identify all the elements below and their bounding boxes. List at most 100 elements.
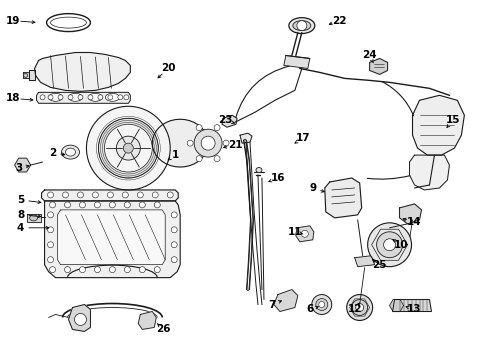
Ellipse shape [65,148,75,156]
Text: 9: 9 [308,183,316,193]
Circle shape [376,232,402,258]
Circle shape [139,267,145,273]
Polygon shape [26,214,41,222]
Ellipse shape [292,21,310,31]
Ellipse shape [105,93,119,101]
Circle shape [64,202,70,208]
Polygon shape [58,210,165,265]
Text: 20: 20 [161,63,175,73]
Circle shape [301,230,308,237]
Ellipse shape [88,93,102,101]
Polygon shape [369,58,387,75]
Text: 4: 4 [17,223,24,233]
Polygon shape [412,95,464,155]
Circle shape [137,192,143,198]
Polygon shape [152,119,208,167]
Circle shape [139,202,145,208]
Polygon shape [408,155,448,190]
Circle shape [124,267,130,273]
Polygon shape [68,305,90,332]
Ellipse shape [48,93,62,101]
Circle shape [214,156,220,162]
Circle shape [109,202,115,208]
Circle shape [98,95,102,100]
Circle shape [48,95,53,100]
Ellipse shape [30,215,38,221]
Circle shape [123,143,133,153]
Circle shape [118,95,122,100]
Text: 2: 2 [49,148,56,158]
Text: 25: 25 [371,260,386,270]
Circle shape [223,140,228,146]
Text: 8: 8 [17,210,24,220]
Circle shape [167,192,173,198]
Polygon shape [41,190,178,201]
Polygon shape [389,300,403,311]
Text: 23: 23 [217,115,232,125]
Circle shape [94,202,100,208]
Circle shape [318,302,324,307]
Polygon shape [22,72,29,78]
Polygon shape [138,311,156,329]
Polygon shape [392,300,430,311]
Polygon shape [35,53,130,91]
Circle shape [171,227,177,233]
Ellipse shape [68,93,82,101]
Text: 14: 14 [407,217,421,227]
Text: 5: 5 [17,195,24,205]
Circle shape [64,267,70,273]
Circle shape [108,95,113,100]
Text: 11: 11 [287,227,302,237]
Polygon shape [284,55,309,68]
Ellipse shape [61,145,80,159]
Circle shape [187,140,193,146]
Circle shape [62,192,68,198]
Circle shape [94,267,100,273]
Circle shape [47,192,53,198]
Circle shape [40,95,45,100]
Circle shape [92,192,98,198]
Ellipse shape [255,167,262,172]
Circle shape [109,267,115,273]
Ellipse shape [288,18,314,33]
Circle shape [68,95,73,100]
Circle shape [214,125,220,131]
Polygon shape [399,204,421,224]
Polygon shape [29,71,35,80]
Circle shape [47,227,53,233]
Text: 12: 12 [347,305,361,315]
Circle shape [49,267,56,273]
Circle shape [383,239,395,251]
Polygon shape [324,178,361,218]
Text: 16: 16 [270,173,285,183]
Polygon shape [354,256,374,267]
Circle shape [296,21,306,31]
Circle shape [104,124,152,172]
Text: 7: 7 [268,300,275,310]
Circle shape [367,223,411,267]
Circle shape [116,136,140,160]
Circle shape [152,192,158,198]
Polygon shape [295,226,313,242]
Polygon shape [15,158,31,172]
Polygon shape [44,201,180,278]
Circle shape [49,202,56,208]
Circle shape [196,125,202,131]
Text: 26: 26 [156,324,170,334]
Circle shape [47,242,53,248]
Circle shape [47,212,53,218]
Circle shape [351,300,367,315]
Circle shape [74,314,86,325]
Text: 3: 3 [15,163,22,173]
Circle shape [47,257,53,263]
Ellipse shape [23,73,27,77]
Circle shape [123,95,128,100]
Circle shape [154,202,160,208]
Circle shape [86,106,170,190]
Text: 22: 22 [332,15,346,26]
Text: 19: 19 [5,15,20,26]
Circle shape [122,192,128,198]
Circle shape [98,118,158,178]
Circle shape [77,192,83,198]
Text: 15: 15 [445,115,460,125]
